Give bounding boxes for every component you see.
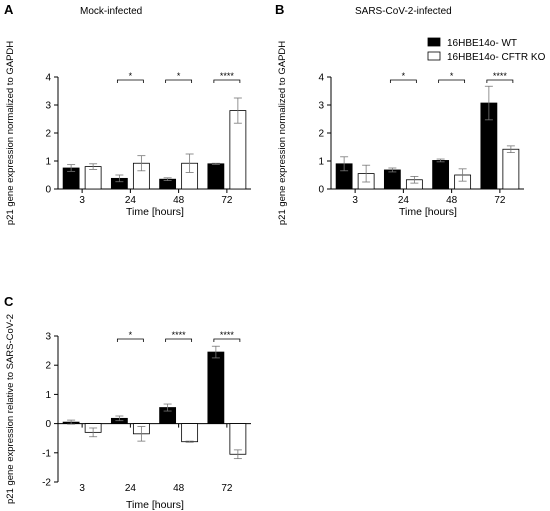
bar-wt [207,163,225,190]
significance-bracket [165,79,193,83]
significance-bracket [213,79,241,83]
y-tick-label: 4 [318,73,324,84]
x-tick-label: 48 [173,483,185,494]
panel-a: A Mock-infected 0 1 2 3 4 p21 gene expression… [4,2,251,225]
y-tick-label: 3 [318,101,324,112]
significance-bracket [438,79,466,83]
significance-bracket [389,79,417,83]
x-tick-label: 72 [494,195,506,206]
x-tick-label: 48 [173,195,185,206]
x-tick-label: 3 [79,483,85,494]
y-tick-label: 2 [45,129,51,140]
y-tick-label: 2 [318,129,324,140]
significance-label: * [129,71,133,81]
y-tick-label: 2 [45,361,51,372]
significance-bracket [116,79,144,83]
legend-label-wt: 16HBE14o- WT [447,38,517,49]
bar-wt [383,169,401,190]
legend-swatch-wt [427,37,441,47]
panel-b-title: SARS-CoV-2-infected [355,6,452,17]
y-tick-label: 1 [45,390,51,401]
y-axis-label: p21 gene expression relative to SARS-CoV… [5,314,16,504]
panel-c: C -2 -1 0 1 2 3 p21 gene expression relative t… [4,294,251,511]
y-tick-label: -2 [42,478,51,489]
bar-ko [502,148,520,190]
y-tick-label: 3 [45,101,51,112]
significance-bracket [165,338,193,342]
legend-label-ko: 16HBE14o- CFTR KO [447,52,546,63]
y-axis-label: p21 gene expression normalized to GAPDH [5,41,16,225]
panel-a-title: Mock-infected [80,6,142,17]
panel-b-label: B [275,2,284,17]
significance-label: **** [220,330,235,340]
significance-label: * [450,71,454,81]
significance-bracket [213,338,241,342]
y-tick-label: 3 [45,332,51,343]
significance-label: **** [172,330,187,340]
panel-a-label: A [4,2,14,17]
bar-ko [84,166,102,190]
y-tick-label: 1 [45,157,51,168]
x-tick-label: 48 [446,195,458,206]
x-tick-label: 72 [221,483,233,494]
legend-swatch-ko [427,51,441,61]
y-tick-label: -1 [42,448,51,459]
significance-label: **** [220,71,235,81]
bar-wt [207,351,225,424]
x-axis-label: Time [hours] [126,499,184,511]
y-tick-label: 0 [318,185,324,196]
bar-ko [181,423,199,443]
x-tick-label: 24 [125,483,137,494]
x-axis-label: Time [hours] [126,206,184,218]
x-tick-label: 3 [79,195,85,206]
significance-label: * [129,330,133,340]
significance-bracket [486,79,514,83]
x-tick-label: 72 [221,195,233,206]
x-tick-label: 24 [398,195,410,206]
y-tick-label: 1 [318,157,324,168]
x-tick-label: 24 [125,195,137,206]
significance-bracket [116,338,144,342]
x-tick-label: 3 [352,195,358,206]
significance-label: * [402,71,406,81]
y-axis-label: p21 gene expression normalized to GAPDH [277,41,288,225]
y-tick-label: 4 [45,73,51,84]
x-axis-label: Time [hours] [399,206,457,218]
significance-label: **** [493,71,508,81]
significance-label: * [177,71,181,81]
y-tick-label: 0 [45,419,51,430]
panel-c-label: C [4,294,14,309]
y-tick-label: 0 [45,185,51,196]
legend: 16HBE14o- WT 16HBE14o- CFTR KO [427,37,546,63]
panel-b: B SARS-CoV-2-infected 0 1 2 3 4 p21 gene expr… [275,2,524,225]
bar-wt [432,160,450,190]
